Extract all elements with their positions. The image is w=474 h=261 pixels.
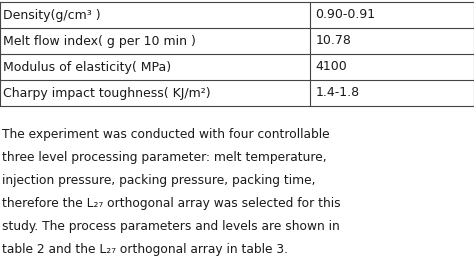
Text: study. The process parameters and levels are shown in: study. The process parameters and levels… [2,220,340,233]
Text: table 2 and the L₂₇ orthogonal array in table 3.: table 2 and the L₂₇ orthogonal array in … [2,243,288,256]
Text: 4100: 4100 [316,61,347,74]
Text: therefore the L₂₇ orthogonal array was selected for this: therefore the L₂₇ orthogonal array was s… [2,197,341,210]
Text: Charpy impact toughness( KJ/m²): Charpy impact toughness( KJ/m²) [3,86,210,99]
Text: injection pressure, packing pressure, packing time,: injection pressure, packing pressure, pa… [2,174,316,187]
Text: three level processing parameter: melt temperature,: three level processing parameter: melt t… [2,151,327,164]
Text: 1.4-1.8: 1.4-1.8 [316,86,360,99]
Text: Melt flow index( g per 10 min ): Melt flow index( g per 10 min ) [3,34,196,48]
Text: Modulus of elasticity( MPa): Modulus of elasticity( MPa) [3,61,171,74]
Text: 0.90-0.91: 0.90-0.91 [316,9,375,21]
Text: Density(g/cm³ ): Density(g/cm³ ) [3,9,100,21]
Text: 10.78: 10.78 [316,34,351,48]
Text: The experiment was conducted with four controllable: The experiment was conducted with four c… [2,128,329,141]
